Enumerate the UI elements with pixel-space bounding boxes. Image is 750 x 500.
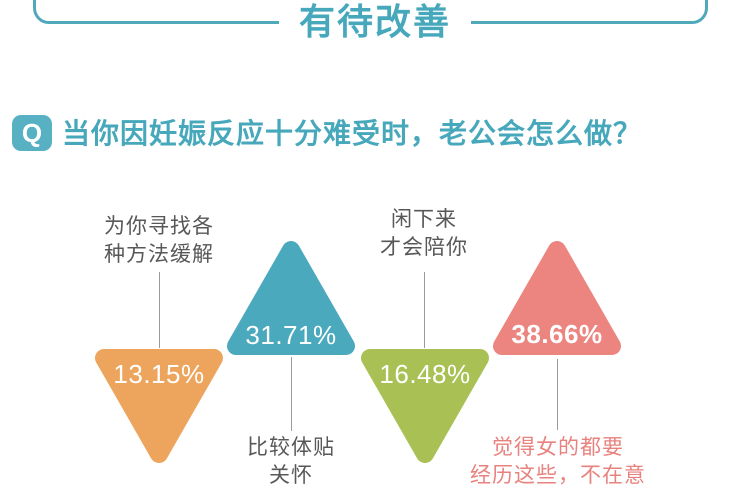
category-label-line1: 为你寻找各: [104, 215, 214, 238]
category-label: 觉得女的都要 经历这些，不在意: [469, 434, 647, 490]
category-label-line1: 比较体贴: [247, 436, 335, 459]
category-label-line2: 才会陪你: [380, 236, 468, 259]
value-label: 13.15%: [113, 359, 205, 389]
category-label: 闲下来 才会陪你: [349, 206, 499, 262]
connector-line: [291, 357, 292, 431]
category-label-line2: 经历这些，不在意: [470, 464, 646, 487]
value-label: 16.48%: [379, 359, 471, 389]
triangle-marker-pink: [493, 241, 621, 355]
connector-line: [159, 272, 160, 348]
section-title: 有待改善: [278, 1, 472, 43]
question-icon: Q: [12, 115, 52, 151]
connector-line: [557, 359, 558, 430]
category-label-line2: 种方法缓解: [104, 243, 214, 266]
question-text: 当你因妊娠反应十分难受时，老公会怎么做？: [62, 118, 643, 149]
value-label: 38.66%: [511, 319, 603, 349]
category-label-line1: 闲下来: [391, 208, 457, 231]
category-label: 为你寻找各 种方法缓解: [84, 213, 234, 269]
connector-line: [424, 272, 425, 348]
triangle-marker-teal: [227, 241, 355, 355]
value-label: 31.71%: [245, 320, 337, 350]
category-label: 比较体贴 关怀: [216, 434, 366, 490]
category-label-line1: 觉得女的都要: [492, 436, 624, 459]
triangle-marker-green: [361, 349, 489, 463]
triangle-marker-orange: [95, 349, 223, 463]
category-label-line2: 关怀: [269, 464, 313, 487]
